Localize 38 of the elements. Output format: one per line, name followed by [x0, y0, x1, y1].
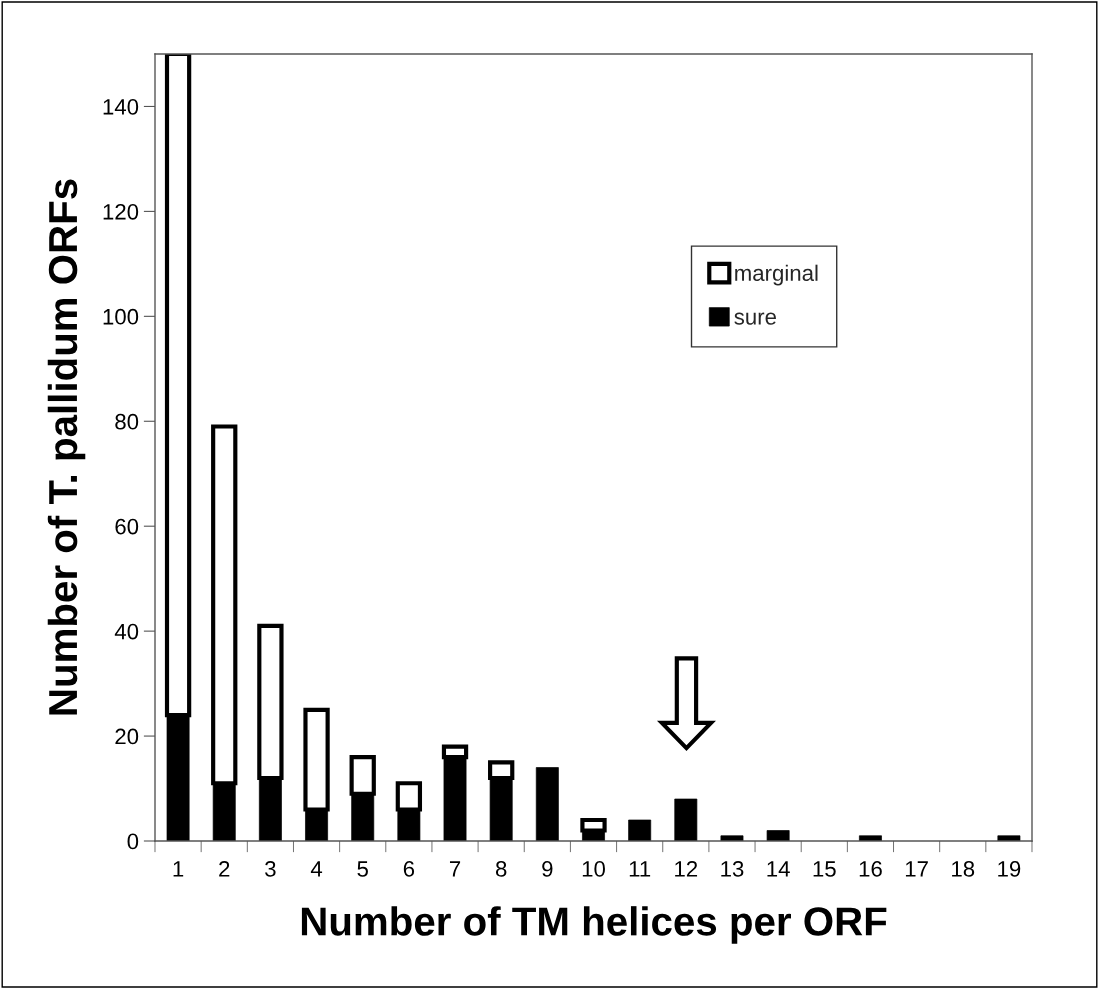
- x-tick-label: 3: [265, 861, 276, 877]
- x-tick-label: 12: [675, 861, 698, 877]
- x-tick-label: 14: [767, 861, 790, 877]
- y-tick-label: 60: [115, 518, 139, 535]
- y-tick-label: 80: [115, 413, 139, 430]
- x-tick-label: 7: [449, 861, 461, 877]
- x-tick-label: 15: [813, 861, 836, 877]
- x-tick-label: 6: [403, 861, 415, 877]
- x-axis-title: Number of TM helices per ORF: [301, 906, 887, 944]
- y-axis-title: Number of T. pallidum ORFs: [47, 179, 86, 715]
- bar: [535, 767, 559, 841]
- x-tick-label: 4: [310, 861, 323, 877]
- bar: [674, 798, 698, 841]
- y-tick-label: 100: [103, 308, 139, 325]
- x-tick-label: 16: [859, 861, 882, 877]
- y-tick-label: 120: [103, 203, 139, 220]
- x-tick-label: 19: [998, 861, 1021, 877]
- y-tick-label: 140: [103, 99, 139, 115]
- y-tick-label: 0: [127, 833, 139, 850]
- x-tick-label: 5: [357, 861, 368, 877]
- legend-label: marginal: [735, 264, 818, 286]
- bar: [859, 835, 882, 841]
- x-tick-label: 10: [582, 861, 605, 877]
- x-tick-label: 8: [495, 861, 507, 877]
- bar: [720, 835, 744, 841]
- bar: [766, 830, 790, 841]
- legend-label: sure: [734, 312, 776, 325]
- x-tick-label: 2: [219, 861, 230, 877]
- y-tick-label: 40: [114, 623, 139, 640]
- y-tick-label: 20: [115, 728, 139, 745]
- x-tick-label: 18: [952, 861, 975, 877]
- x-tick-label: 13: [721, 861, 744, 877]
- x-tick-label: 11: [629, 861, 651, 877]
- x-tick-label: 1: [173, 861, 184, 877]
- bar: [628, 819, 652, 841]
- x-tick-label: 17: [905, 861, 928, 877]
- bar: [997, 835, 1021, 841]
- x-tick-label: 9: [542, 861, 553, 877]
